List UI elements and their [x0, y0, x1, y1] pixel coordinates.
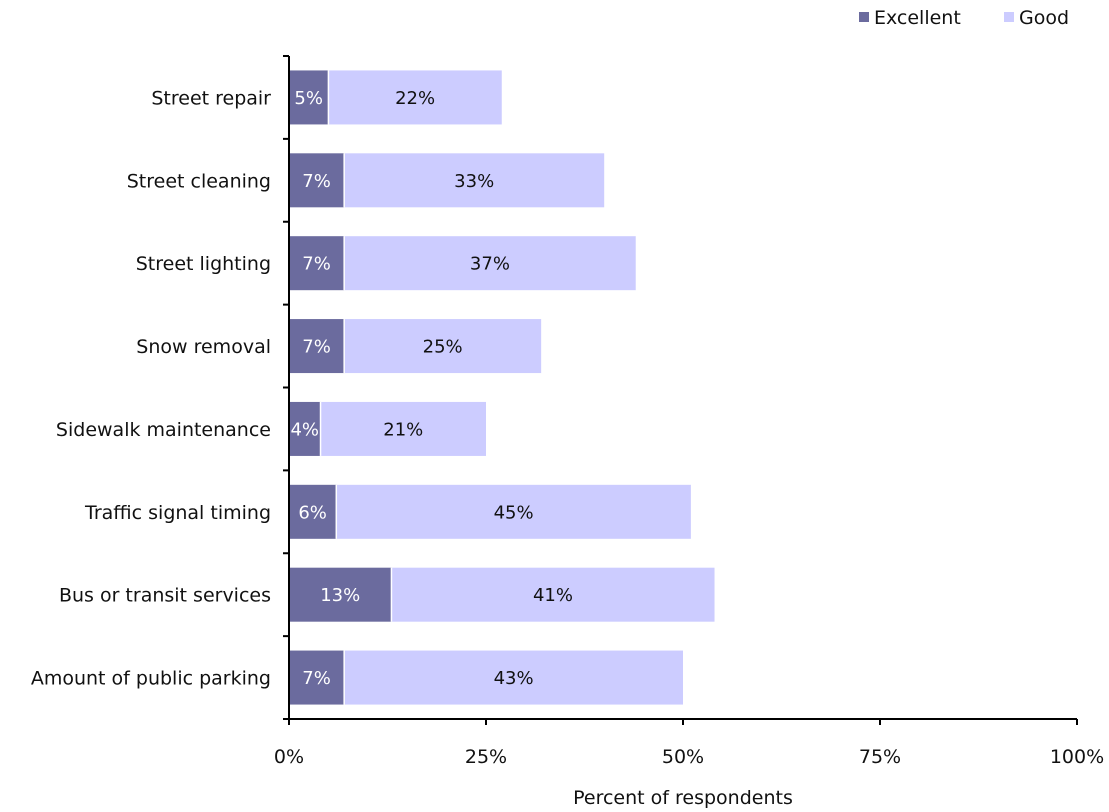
x-tick-label: 50% — [662, 746, 704, 768]
bar-excellent — [289, 153, 345, 208]
x-tick-label: 25% — [465, 746, 507, 768]
category-label: Amount of public parking — [31, 668, 271, 690]
bar-value-label: 13% — [320, 585, 360, 606]
bar-excellent — [289, 567, 392, 622]
bar-value-label: 45% — [494, 502, 534, 523]
x-tick-label: 100% — [1050, 746, 1104, 768]
legend-label-excellent: Excellent — [874, 7, 961, 29]
category-label: Street lighting — [136, 253, 271, 275]
bar-good — [320, 401, 486, 456]
bar-good — [328, 70, 502, 125]
category-label: Street cleaning — [127, 170, 271, 192]
bar-value-label: 33% — [454, 171, 494, 192]
bar-value-label: 7% — [302, 337, 331, 358]
bar-value-label: 6% — [298, 502, 327, 523]
bar-value-label: 43% — [494, 668, 534, 689]
legend: Excellent Good — [859, 7, 1069, 29]
bar-excellent — [289, 319, 345, 374]
x-tick-label: 0% — [274, 746, 304, 768]
legend-swatch-excellent — [859, 12, 869, 22]
category-label: Traffic signal timing — [84, 502, 271, 524]
bar-value-label: 37% — [470, 254, 510, 275]
bar-good — [344, 319, 542, 374]
bar-excellent — [289, 236, 345, 291]
category-label: Sidewalk maintenance — [56, 419, 271, 441]
bar-good — [344, 153, 605, 208]
bar-good — [344, 236, 636, 291]
bar-good — [391, 567, 715, 622]
bar-good — [336, 484, 691, 539]
x-tick-label: 75% — [859, 746, 901, 768]
bar-excellent — [289, 401, 321, 456]
category-label: Street repair — [151, 87, 271, 109]
bar-value-label: 7% — [302, 171, 331, 192]
bar-excellent — [289, 70, 329, 125]
legend-swatch-good — [1004, 12, 1014, 22]
bar-excellent — [289, 650, 345, 705]
category-label: Bus or transit services — [59, 585, 271, 607]
legend-label-good: Good — [1019, 7, 1069, 29]
bar-good — [344, 650, 683, 705]
bar-value-label: 7% — [302, 668, 331, 689]
bar-value-label: 21% — [383, 419, 423, 440]
bar-value-label: 5% — [294, 88, 323, 109]
axes-group: Street repair Street cleaning Street light… — [31, 55, 1104, 768]
bar-value-label: 25% — [423, 337, 463, 358]
bar-value-label: 4% — [290, 419, 319, 440]
x-axis-title: Percent of respondents — [573, 787, 793, 809]
category-label: Snow removal — [136, 336, 271, 358]
bar-value-label: 41% — [533, 585, 573, 606]
bar-value-label: 7% — [302, 254, 331, 275]
bar-value-label: 22% — [395, 88, 435, 109]
bars-group: 5% 22% 7% 33% 7% 37% 7% 25% 4% 21% 6% 45% 13% 41% 7% 43… — [289, 70, 715, 705]
bar-excellent — [289, 484, 337, 539]
